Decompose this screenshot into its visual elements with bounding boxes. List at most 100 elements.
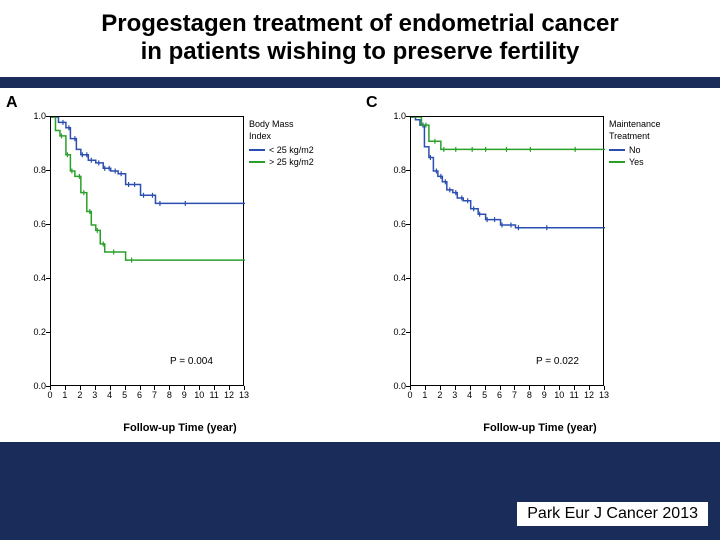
title-line2: in patients wishing to preserve fertilit… xyxy=(141,38,580,65)
xtick-mark xyxy=(485,386,486,390)
xtick-label: 4 xyxy=(467,390,472,400)
legend-row: < 25 kg/m2 xyxy=(249,144,314,156)
xtick-mark xyxy=(95,386,96,390)
km-panels: A Cumulative Recurrence-free Survival Fo… xyxy=(0,88,720,442)
ytick-mark xyxy=(46,224,50,225)
xtick-label: 10 xyxy=(194,390,204,400)
ytick-label: 0.8 xyxy=(33,165,46,175)
panel-a-xlabel: Follow-up Time (year) xyxy=(0,422,360,434)
ytick-mark xyxy=(406,224,410,225)
xtick-mark xyxy=(604,386,605,390)
xtick-label: 11 xyxy=(569,390,578,400)
xtick-label: 3 xyxy=(452,390,457,400)
legend-title: MaintenanceTreatment xyxy=(609,118,661,142)
legend-swatch xyxy=(609,161,625,163)
ytick-label: 1.0 xyxy=(393,111,406,121)
xtick-mark xyxy=(455,386,456,390)
ytick-label: 0.4 xyxy=(33,273,46,283)
panel-c: C Cumulative Recurrence-free Survival Fo… xyxy=(360,88,720,442)
ytick-label: 0.2 xyxy=(393,327,406,337)
xtick-mark xyxy=(65,386,66,390)
p-value: P = 0.004 xyxy=(170,356,213,367)
xtick-mark xyxy=(559,386,560,390)
ytick-mark xyxy=(46,170,50,171)
xtick-label: 7 xyxy=(152,390,157,400)
xtick-mark xyxy=(470,386,471,390)
legend-swatch xyxy=(609,149,625,151)
xtick-mark xyxy=(589,386,590,390)
xtick-mark xyxy=(500,386,501,390)
ytick-mark xyxy=(406,116,410,117)
xtick-mark xyxy=(169,386,170,390)
xtick-label: 3 xyxy=(92,390,97,400)
panel-c-xlabel: Follow-up Time (year) xyxy=(360,422,720,434)
xtick-mark xyxy=(229,386,230,390)
legend-swatch xyxy=(249,161,265,163)
ytick-mark xyxy=(406,170,410,171)
xtick-label: 13 xyxy=(239,390,249,400)
legend-swatch xyxy=(249,149,265,151)
xtick-label: 7 xyxy=(512,390,517,400)
ytick-mark xyxy=(46,278,50,279)
legend-label: Yes xyxy=(629,156,644,168)
xtick-mark xyxy=(410,386,411,390)
xtick-label: 9 xyxy=(542,390,547,400)
xtick-mark xyxy=(425,386,426,390)
xtick-label: 10 xyxy=(554,390,564,400)
xtick-mark xyxy=(574,386,575,390)
ytick-label: 0.6 xyxy=(33,219,46,229)
xtick-label: 12 xyxy=(224,390,234,400)
ytick-label: 0.4 xyxy=(393,273,406,283)
ytick-label: 0.6 xyxy=(393,219,406,229)
xtick-label: 11 xyxy=(209,390,218,400)
plot-area xyxy=(50,116,244,386)
ytick-mark xyxy=(406,278,410,279)
slide-title: Progestagen treatment of endometrial can… xyxy=(0,0,720,77)
xtick-mark xyxy=(140,386,141,390)
x-ticks: 012345678910111213 xyxy=(50,390,244,404)
plot-area xyxy=(410,116,604,386)
xtick-label: 8 xyxy=(167,390,172,400)
km-curves xyxy=(51,117,245,387)
legend: MaintenanceTreatment NoYes xyxy=(609,118,661,169)
xtick-mark xyxy=(440,386,441,390)
xtick-mark xyxy=(110,386,111,390)
ytick-mark xyxy=(46,116,50,117)
xtick-label: 0 xyxy=(47,390,52,400)
xtick-label: 5 xyxy=(482,390,487,400)
ytick-label: 0.0 xyxy=(393,381,406,391)
xtick-mark xyxy=(154,386,155,390)
xtick-mark xyxy=(199,386,200,390)
xtick-mark xyxy=(80,386,81,390)
xtick-mark xyxy=(214,386,215,390)
ytick-label: 0.0 xyxy=(33,381,46,391)
legend-row: > 25 kg/m2 xyxy=(249,156,314,168)
title-line1: Progestagen treatment of endometrial can… xyxy=(101,10,618,37)
xtick-label: 2 xyxy=(77,390,82,400)
p-value: P = 0.022 xyxy=(536,356,579,367)
legend-label: > 25 kg/m2 xyxy=(269,156,314,168)
legend-title: Body MassIndex xyxy=(249,118,314,142)
panel-c-label: C xyxy=(366,94,378,112)
ytick-label: 1.0 xyxy=(33,111,46,121)
xtick-mark xyxy=(544,386,545,390)
km-curve xyxy=(411,117,605,149)
xtick-label: 9 xyxy=(182,390,187,400)
km-curves xyxy=(411,117,605,387)
xtick-mark xyxy=(125,386,126,390)
km-curve xyxy=(411,117,605,228)
legend-label: No xyxy=(629,144,641,156)
km-curve xyxy=(51,117,245,260)
legend-label: < 25 kg/m2 xyxy=(269,144,314,156)
xtick-label: 2 xyxy=(437,390,442,400)
legend-row: No xyxy=(609,144,661,156)
y-ticks: 0.00.20.40.60.81.0 xyxy=(382,116,406,386)
xtick-label: 8 xyxy=(527,390,532,400)
panel-a-label: A xyxy=(6,94,18,112)
ytick-label: 0.8 xyxy=(393,165,406,175)
xtick-label: 1 xyxy=(62,390,67,400)
ytick-mark xyxy=(46,332,50,333)
ytick-mark xyxy=(406,332,410,333)
xtick-mark xyxy=(529,386,530,390)
xtick-label: 0 xyxy=(407,390,412,400)
